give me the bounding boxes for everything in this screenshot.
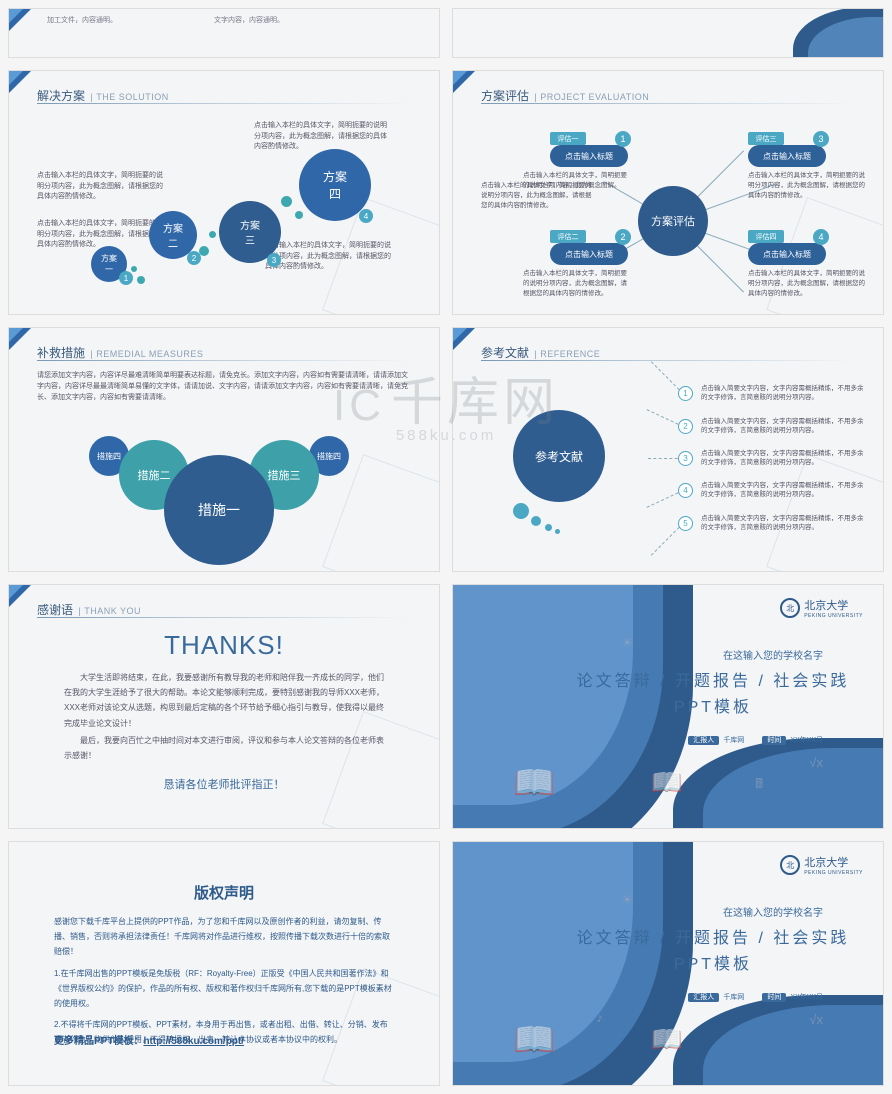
logo-icon: 北 <box>780 598 800 618</box>
university-logo: 北 北京大学 PEKING UNIVERSITY <box>780 854 863 876</box>
slide-title: 解决方案 | THE SOLUTION <box>37 87 169 104</box>
copyright-title: 版权声明 <box>9 882 439 903</box>
cover-title: 论文答辩 / 开题报告 / 社会实践 PPT模板 <box>573 926 853 977</box>
slide-stub-2: 📖 <box>452 8 884 58</box>
ev-node-4: 点击输入标题 <box>748 243 826 265</box>
logo-icon: 北 <box>780 855 800 875</box>
ev-node-1: 点击输入标题 <box>550 145 628 167</box>
sun-icon: ☀ <box>621 635 633 651</box>
slide-reference: 参考文献 | REFERENCE 参考文献 1 2 3 4 5 点击输入简要文字… <box>452 327 884 572</box>
slide-title: 方案评估 | PROJECT EVALUATION <box>481 87 649 104</box>
slide-stub-1: 加工文件，内容通明。 文字内容，内容通明。 <box>8 8 440 58</box>
cover-title: 论文答辩 / 开题报告 / 社会实践 PPT模板 <box>573 669 853 720</box>
stub-text-2: 文字内容，内容通明。 <box>214 15 284 25</box>
sqrt-icon: √x <box>809 1012 823 1027</box>
stub-text: 加工文件，内容通明。 <box>47 15 117 25</box>
sol-text-3: 点击输入本栏的具体文字，简明扼要的说明分项内容，此为概念图解，请根据您的具体内容… <box>265 241 395 273</box>
cover-meta: 汇报人千库网 时间XX年XX月 <box>688 992 823 1002</box>
book-icon: 📖 <box>651 1024 683 1055</box>
thanks-ask: 恳请各位老师批评指正！ <box>9 776 439 792</box>
school-placeholder: 在这输入您的学校名字 <box>723 904 823 919</box>
school-placeholder: 在这输入您的学校名字 <box>723 647 823 662</box>
ev-node-3: 点击输入标题 <box>748 145 826 167</box>
sqrt-icon: √x <box>809 755 823 770</box>
slide-evaluation: 方案评估 | PROJECT EVALUATION 方案评估 点击输入标题 评估… <box>452 70 884 315</box>
book-icon: 📖 <box>651 767 683 798</box>
more-link[interactable]: 更多精品PPT模板：http://588ku.com/ppt/ <box>54 1032 244 1047</box>
note-icon: ♪ <box>597 1010 604 1025</box>
ev-center: 方案评估 <box>638 186 708 256</box>
slide-solution: 解决方案 | THE SOLUTION 点击输入本栏的具体文字，简明扼要的说明分… <box>8 70 440 315</box>
university-logo: 北 北京大学 PEKING UNIVERSITY <box>780 597 863 619</box>
slide-title: 感谢语 | THANK YOU <box>37 601 141 618</box>
rem-intro: 请您添加文字内容，内容详尽最难清晰简单明要表达标题，请免克长。添加文字内容，内容… <box>37 370 411 404</box>
sun-icon: ☀ <box>621 892 633 908</box>
slide-thanks: 感谢语 | THANK YOU THANKS! 大学生活即将结束，在此，我要感谢… <box>8 584 440 829</box>
slide-title: 补救措施 | REMEDIAL MEASURES <box>37 344 203 361</box>
sol-text-2: 点击输入本栏的具体文字，简明扼要的说明分项内容，此为概念图解，请根据您的具体内容… <box>37 219 167 251</box>
rem-circle-1: 措施一 <box>164 455 274 565</box>
cover-meta: 汇报人千库网 时间XX年XX月 <box>688 735 823 745</box>
calc-icon: 🖩 <box>755 775 763 797</box>
book-icon: 📖 <box>513 763 555 803</box>
slide-cover-2: 北 北京大学 PEKING UNIVERSITY 在这输入您的学校名字 论文答辩… <box>452 841 884 1086</box>
thanks-body: 大学生活即将结束，在此，我要感谢所有教导我的老师和陪伴我一齐成长的同学，他们在我… <box>64 670 384 765</box>
slide-remedial: 补救措施 | REMEDIAL MEASURES 请您添加文字内容，内容详尽最难… <box>8 327 440 572</box>
slide-copyright: 版权声明 感谢您下载千库平台上提供的PPT作品，为了您和千库网以及原创作者的利益… <box>8 841 440 1086</box>
sol-text-top: 点击输入本栏的具体文字，简明扼要的说明分项内容，此为概念图解，请根据您的具体内容… <box>254 121 389 153</box>
sol-text-1: 点击输入本栏的具体文字，简明扼要的说明分项内容，此为概念图解，请根据您的具体内容… <box>37 171 167 203</box>
slide-cover-1: 北 北京大学 PEKING UNIVERSITY 在这输入您的学校名字 论文答辩… <box>452 584 884 829</box>
ref-center: 参考文献 <box>513 410 605 502</box>
ev-node-2: 点击输入标题 <box>550 243 628 265</box>
slide-title: 参考文献 | REFERENCE <box>481 344 600 361</box>
thanks-heading: THANKS! <box>9 630 439 661</box>
book-icon: 📖 <box>513 1020 555 1060</box>
